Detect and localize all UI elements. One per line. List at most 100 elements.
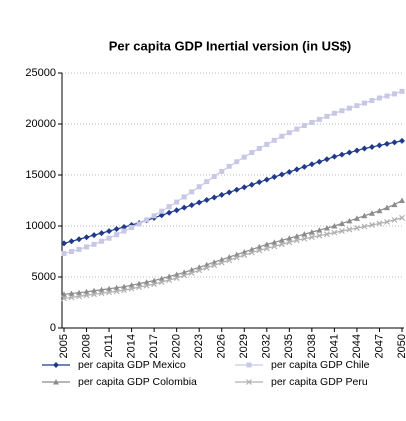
data-point <box>323 225 330 231</box>
data-point <box>286 235 293 241</box>
data-point <box>61 295 67 302</box>
chart-title: Per capita GDP Inertial version (in US$) <box>109 38 352 53</box>
data-point <box>316 232 323 239</box>
x-tick-label: 2044 <box>351 334 363 358</box>
data-point <box>203 264 210 271</box>
data-point <box>173 207 180 214</box>
data-point <box>181 194 187 200</box>
data-point <box>61 291 67 297</box>
data-point <box>166 273 173 279</box>
data-point <box>128 282 135 288</box>
x-tick-label: 2038 <box>306 334 318 358</box>
data-point <box>181 204 188 211</box>
data-point <box>271 239 278 245</box>
data-point <box>263 245 270 252</box>
data-point <box>83 234 90 241</box>
data-point <box>346 105 352 111</box>
data-point <box>218 191 225 198</box>
data-point <box>233 186 240 193</box>
x-tick-label: 2041 <box>328 334 340 358</box>
data-point <box>91 287 98 294</box>
data-point <box>166 209 173 216</box>
y-tick-label: 15000 <box>25 169 56 181</box>
y-tick-label: 5000 <box>32 271 56 283</box>
data-point <box>76 289 83 296</box>
data-point <box>106 285 113 292</box>
data-point <box>331 223 338 229</box>
data-point <box>76 246 82 252</box>
data-point <box>301 163 308 170</box>
data-point <box>369 98 375 104</box>
data-point <box>286 168 293 175</box>
data-point <box>391 201 398 208</box>
data-point <box>279 133 285 139</box>
y-tick-label: 10000 <box>25 220 56 232</box>
x-tick-label: 2008 <box>80 334 92 358</box>
data-point <box>264 141 270 147</box>
data-point <box>106 228 113 235</box>
data-point <box>129 225 135 231</box>
y-tick-label: 0 <box>50 322 56 334</box>
data-point <box>211 194 218 201</box>
data-point <box>136 221 142 227</box>
data-point <box>271 243 278 250</box>
data-point <box>301 231 308 237</box>
series-line <box>63 90 403 255</box>
data-point <box>76 293 82 300</box>
y-tick-label: 20000 <box>25 118 56 130</box>
data-point <box>249 150 255 156</box>
data-point <box>361 145 368 152</box>
x-tick-label: 2014 <box>126 334 138 358</box>
data-point <box>271 174 278 181</box>
data-point <box>316 158 323 165</box>
data-point <box>361 223 368 230</box>
data-point <box>69 249 75 254</box>
data-point <box>226 189 233 196</box>
data-point <box>331 153 338 160</box>
data-point <box>376 207 383 214</box>
data-point <box>226 163 232 169</box>
data-point <box>143 282 150 289</box>
data-point <box>114 232 120 238</box>
x-tick-label: 2029 <box>238 334 250 358</box>
data-point <box>368 143 375 150</box>
data-point <box>158 275 165 282</box>
data-point <box>84 244 90 250</box>
data-point <box>271 137 277 143</box>
data-point <box>158 212 165 219</box>
data-point <box>196 267 203 274</box>
series-line <box>63 199 403 295</box>
data-point <box>384 93 390 99</box>
data-point <box>323 156 330 163</box>
data-point <box>256 243 263 250</box>
data-point <box>233 254 240 261</box>
data-point <box>158 279 165 286</box>
data-point <box>91 232 98 239</box>
data-point <box>218 259 225 266</box>
x-tick-label: 2032 <box>261 334 273 358</box>
data-point <box>76 236 83 243</box>
data-point <box>98 230 105 237</box>
legend-label: per capita GDP Chile <box>271 359 370 371</box>
data-point <box>293 166 300 173</box>
data-point <box>308 161 315 168</box>
data-point <box>338 228 345 235</box>
data-point <box>331 110 337 116</box>
data-point <box>278 241 285 248</box>
data-point <box>376 142 383 149</box>
data-point <box>361 212 368 219</box>
data-point <box>61 251 67 257</box>
data-point <box>308 229 315 235</box>
data-point <box>324 113 330 119</box>
data-point <box>166 204 172 210</box>
x-tick-label: 2011 <box>103 334 115 358</box>
data-point <box>399 197 405 203</box>
data-point <box>121 287 128 294</box>
legend-label: per capita GDP Peru <box>271 376 368 388</box>
legend-label: per capita GDP Colombia <box>78 376 197 388</box>
data-point <box>181 272 188 279</box>
data-point <box>99 238 105 244</box>
data-point <box>98 286 105 293</box>
data-point <box>331 229 338 236</box>
data-point <box>106 235 112 241</box>
